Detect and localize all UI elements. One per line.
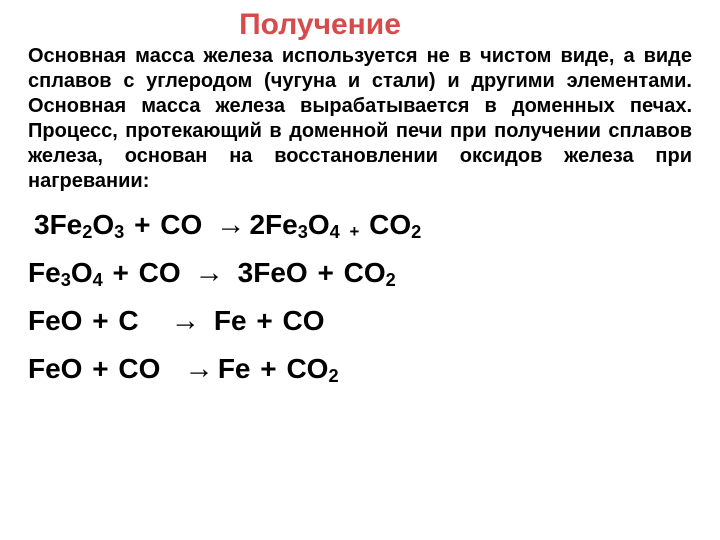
equation-3: FeO + C → Fe + CO [28,304,692,338]
eq2-plus2: + [318,257,334,289]
eq1-rhs1: Fe [265,209,298,241]
eq1-lhs-coeff: 3 [34,209,50,241]
eq3-lhs1: FeO [28,305,82,337]
eq2-lhs1: Fe [28,257,61,289]
eq1-lhs1: Fe [50,209,83,241]
eq2-lhs1-sub2: 4 [93,270,103,291]
equation-1: 3Fe2O3 + CO → 2Fe3O4 + CO2 [28,208,692,242]
eq1-rhs-coeff: 2 [249,209,265,241]
eq1-rhs1-sub1: 3 [298,222,308,243]
eq2-plus: + [113,257,129,289]
eq1-rhs2: CO [369,209,411,241]
eq1-rhs2-sub: 2 [411,222,421,243]
eq2-arrow: → [194,256,223,290]
eq1-plus: + [134,209,150,241]
eq4-rhs1: Fe [218,353,251,385]
eq2-rhs-coeff: 3 [238,257,254,289]
eq1-rhs1b: O [308,209,330,241]
eq4-lhs1: FeO [28,353,82,385]
slide-title: Получение [0,8,692,42]
eq4-lhs2: CO [118,353,160,385]
eq2-lhs1-sub1: 3 [61,270,71,291]
equation-2: Fe3O4 + CO → 3FeO + CO2 [28,256,692,290]
eq1-rhs1-sub2: 4 [330,222,340,243]
eq3-rhs1: Fe [214,305,247,337]
title-text: Получение [239,8,401,41]
eq1-arrow: → [216,208,245,242]
intro-paragraph: Основная масса железа используется не в … [28,44,692,194]
eq3-rhs2: CO [282,305,324,337]
eq3-arrow: → [171,304,200,338]
eq1-lhs2: CO [160,209,202,241]
eq4-arrow: → [184,352,213,386]
eq2-lhs2: CO [139,257,181,289]
eq4-rhs2: CO [286,353,328,385]
eq3-plus: + [92,305,108,337]
eq2-lhs1b: O [71,257,93,289]
eq4-plus2: + [260,353,276,385]
eq1-small-plus: + [350,222,360,242]
eq3-plus2: + [256,305,272,337]
equations-block: 3Fe2O3 + CO → 2Fe3O4 + CO2 Fe3O4 + CO → … [28,208,692,386]
eq4-rhs2-sub: 2 [328,366,338,387]
eq2-rhs2: CO [344,257,386,289]
eq2-rhs2-sub: 2 [386,270,396,291]
eq1-lhs1-sub1: 2 [82,222,92,243]
eq3-lhs2: C [118,305,138,337]
eq2-rhs1: FeO [253,257,307,289]
eq1-lhs1-sub2: 3 [114,222,124,243]
eq4-plus: + [92,353,108,385]
equation-4: FeO + CO → Fe + CO2 [28,352,692,386]
eq1-lhs1b: O [92,209,114,241]
